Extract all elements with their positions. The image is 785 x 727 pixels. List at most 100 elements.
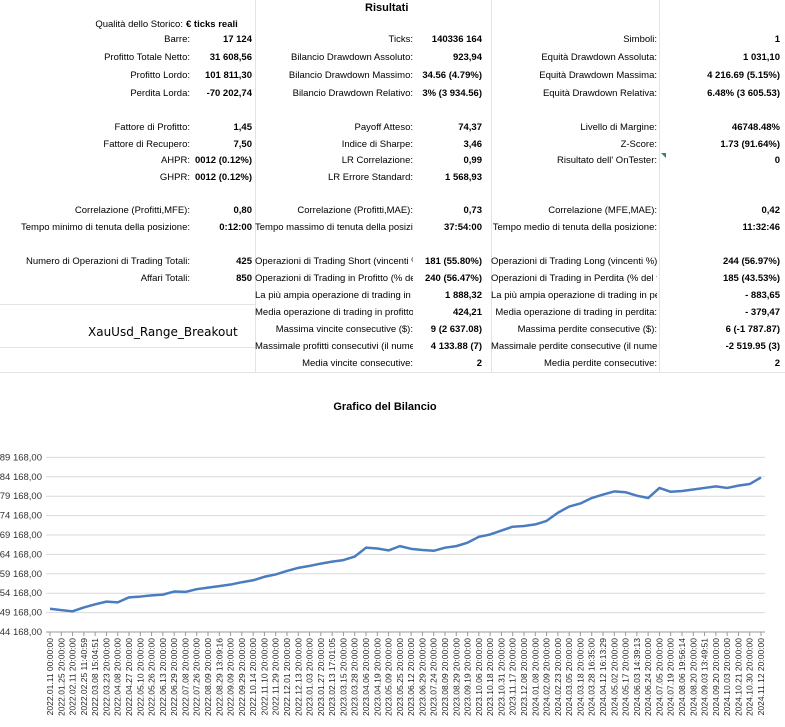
stat-value: - 379,47: [745, 307, 780, 318]
x-tick-label: 2024.03.05 20:00:00: [564, 638, 574, 716]
stat-label: AHPR:: [160, 155, 190, 166]
stat-label: Operazioni di Trading in Perdita (% del …: [491, 273, 657, 284]
grid-divider: [255, 0, 256, 372]
grid-divider: [0, 347, 255, 348]
x-tick-label: 2024.05.02 20:00:00: [609, 638, 619, 716]
x-tick-label: 2024.04.12 16:13:29: [598, 638, 608, 716]
grid-divider: [659, 0, 660, 372]
y-tick-label: 59 168,00: [0, 569, 42, 580]
stat-value: 850: [236, 273, 252, 284]
stat-value: 0: [774, 155, 780, 166]
stat-label: Media operazione di trading in perdita:: [495, 307, 657, 318]
x-tick-label: 2024.02.23 20:00:00: [553, 638, 563, 716]
stat-value: 0,99: [463, 155, 483, 166]
stat-label: Bilancio Drawdown Assoluto:: [291, 52, 413, 63]
stat-value: 7,50: [233, 139, 253, 150]
stat-label: Risultato dell' OnTester:: [556, 155, 657, 166]
x-tick-label: 2023.06.12 20:00:00: [406, 638, 416, 716]
stat-value: 11:32:46: [742, 222, 780, 233]
stat-value: 185 (43.53%): [722, 273, 780, 284]
stat-label: Perdita Lorda:: [130, 88, 190, 99]
x-tick-label: 2022.02.11 20:00:00: [68, 638, 78, 716]
strategy-name: XauUsd_Range_Breakout: [88, 325, 238, 339]
stat-label: Massima perdite consecutive ($):: [517, 324, 657, 335]
stat-label: Simboli:: [623, 34, 657, 45]
stat-value: 6 (-1 787.87): [725, 324, 780, 335]
stat-label: LR Errore Standard:: [327, 172, 413, 183]
stat-label: Fattore di Profitto:: [114, 122, 190, 133]
stat-value: 0,80: [233, 205, 253, 216]
stat-label: Profitto Totale Netto:: [104, 52, 190, 63]
x-tick-label: 2024.08.06 19:56:14: [677, 638, 687, 716]
x-tick-label: 2022.09.09 20:00:00: [226, 638, 236, 716]
stat-value: 923,94: [452, 52, 482, 63]
stat-label: Tempo minimo di tenuta della posizione:: [21, 222, 190, 233]
stat-label: Correlazione (Profitti,MFE):: [74, 205, 190, 216]
x-tick-label: 2023.10.18 20:00:00: [485, 638, 495, 716]
stat-value: -70 202,74: [206, 88, 252, 99]
stat-value: 2: [476, 358, 482, 369]
y-tick-label: 74 168,00: [0, 511, 42, 522]
stat-value: 31 608,56: [209, 52, 252, 63]
x-tick-label: 2022.11.10 20:00:00: [259, 638, 269, 716]
stat-label: La più ampia operazione di trading in pr…: [255, 290, 413, 301]
stat-label: Livello di Margine:: [580, 122, 657, 133]
x-tick-label: 2022.03.08 15:04:51: [90, 638, 100, 716]
stat-label: Operazioni di Trading Short (vincenti %)…: [255, 256, 413, 267]
x-tick-label: 2024.06.24 20:00:00: [643, 638, 653, 716]
x-tick-label: 2022.08.09 20:00:00: [203, 638, 213, 716]
x-tick-label: 2024.03.18 20:00:00: [575, 638, 585, 716]
stat-value: -2 519.95 (3): [725, 341, 780, 352]
x-tick-label: 2024.10.21 20:00:00: [733, 638, 743, 716]
y-tick-label: 44 168,00: [0, 627, 42, 638]
x-tick-label: 2023.07.24 20:00:00: [429, 638, 439, 716]
stat-value: 37:54:00: [443, 222, 482, 233]
stat-value: 101 811,30: [204, 70, 252, 81]
stat-value: 181 (55.80%): [424, 256, 482, 267]
stat-value: 140336 164: [431, 34, 482, 45]
stat-label: Affari Totali:: [140, 273, 190, 284]
stat-label: Operazioni di Trading Long (vincenti %):: [491, 256, 657, 267]
stat-value: 34.56 (4.79%): [422, 70, 482, 81]
x-tick-label: 2023.05.09 20:00:00: [384, 638, 394, 716]
x-tick-label: 2023.12.08 20:00:00: [519, 638, 529, 716]
stat-label: Payoff Atteso:: [354, 122, 413, 133]
x-tick-label: 2022.07.08 20:00:00: [180, 638, 190, 716]
stat-value: 1.73 (91.64%): [720, 139, 780, 150]
x-tick-label: 2024.02.09 20:00:00: [542, 638, 552, 716]
x-tick-label: 2022.03.23 20:00:00: [101, 638, 111, 716]
stat-value: - 883,65: [745, 290, 780, 301]
x-tick-label: 2023.09.19 20:00:00: [463, 638, 473, 716]
x-tick-label: 2022.12.13 20:00:00: [293, 638, 303, 716]
stat-label: Media operazione di trading in profitto:: [255, 307, 413, 318]
x-tick-label: 2023.08.09 20:00:00: [440, 638, 450, 716]
stat-label: Equità Drawdown Assoluta:: [541, 52, 657, 63]
stat-label: Correlazione (Profitti,MAE):: [297, 205, 413, 216]
stat-value: 244 (56.97%): [722, 256, 780, 267]
stat-label: Barre:: [164, 34, 190, 45]
stat-value: 0,73: [463, 205, 483, 216]
x-tick-label: 2022.05.26 20:00:00: [147, 638, 157, 716]
x-tick-label: 2024.07.19 20:00:00: [666, 638, 676, 716]
cell-marker-icon: [661, 153, 666, 158]
stat-label: Fattore di Recupero:: [103, 139, 190, 150]
stat-value: 240 (56.47%): [424, 273, 482, 284]
x-tick-label: 2024.10.30 20:00:00: [745, 638, 755, 716]
stat-value: 3,46: [463, 139, 483, 150]
stat-value: 0,42: [761, 205, 781, 216]
x-tick-label: 2023.06.29 20:00:00: [417, 638, 427, 716]
stat-label: LR Correlazione:: [341, 155, 413, 166]
y-tick-label: 79 168,00: [0, 491, 42, 502]
x-tick-label: 2023.03.28 20:00:00: [350, 638, 360, 716]
x-tick-label: 2022.02.25 11:40:59: [79, 638, 89, 716]
history-quality-value: € ticks reali: [186, 19, 238, 30]
stat-value: 74,37: [458, 122, 482, 133]
x-tick-label: 2024.05.17 20:00:00: [621, 638, 631, 716]
y-tick-label: 69 168,00: [0, 530, 42, 541]
x-tick-label: 2024.11.12 20:00:00: [756, 638, 766, 716]
history-quality-label: Qualità dello Storico:: [95, 19, 183, 30]
stat-value: 9 (2 637.08): [430, 324, 482, 335]
chart-title: Grafico del Bilancio: [333, 401, 437, 413]
stat-label: Correlazione (MFE,MAE):: [548, 205, 657, 216]
x-tick-label: 2022.04.08 20:00:00: [113, 638, 123, 716]
